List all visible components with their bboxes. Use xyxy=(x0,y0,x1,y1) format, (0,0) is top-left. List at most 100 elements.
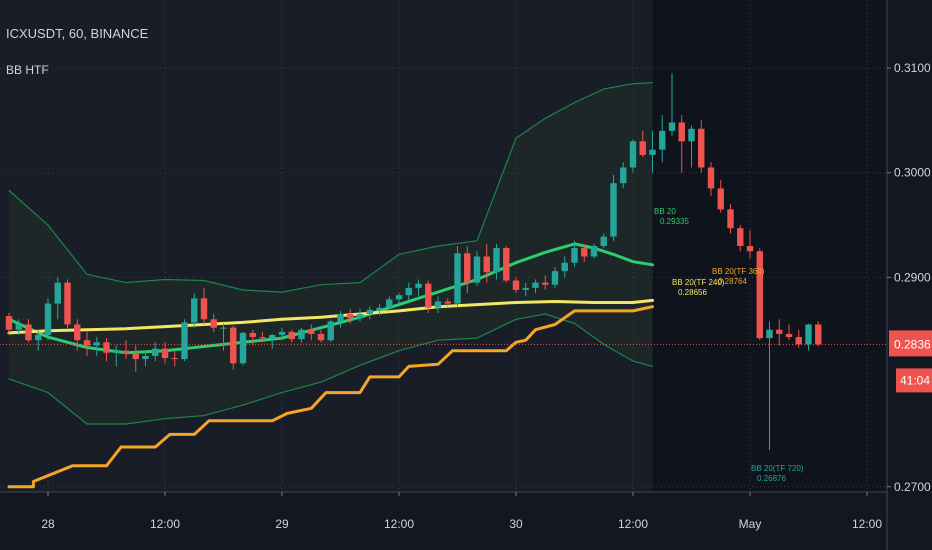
candle-body xyxy=(278,331,286,335)
time-tick-label: 12:00 xyxy=(852,517,882,531)
candle-body xyxy=(620,167,627,184)
candle-body xyxy=(152,348,159,356)
time-tick-label: 12:00 xyxy=(150,517,180,531)
candle-body xyxy=(425,283,432,308)
candle-body xyxy=(395,295,403,300)
indicator-label: BB 20(TF 720) xyxy=(751,464,804,473)
candle-body xyxy=(727,209,734,229)
candle-body xyxy=(571,248,578,263)
price-tick-label: 0.3000 xyxy=(894,166,931,180)
bb-band-fill xyxy=(9,82,653,424)
price-tick-label: 0.2700 xyxy=(894,480,931,494)
time-tick-label: 30 xyxy=(509,517,523,531)
candle-body xyxy=(464,253,471,283)
candle-body xyxy=(132,353,139,360)
candle-body xyxy=(551,271,559,285)
candle-body xyxy=(649,149,656,155)
indicator-value: 0.28656 xyxy=(678,288,707,297)
candle-body xyxy=(269,334,276,339)
candle-body xyxy=(776,329,783,334)
candle-body xyxy=(113,350,120,353)
band-fills xyxy=(0,0,887,492)
series-line xyxy=(8,82,654,293)
candle-body xyxy=(142,355,149,360)
candle-body xyxy=(327,321,334,341)
candle-body xyxy=(493,248,500,273)
time-tick-label: 12:00 xyxy=(618,517,648,531)
candle-body xyxy=(766,329,773,339)
candle-body xyxy=(83,340,91,346)
candle-body xyxy=(737,228,744,246)
candle-body xyxy=(600,236,607,246)
candle-body xyxy=(581,248,588,257)
candle-body xyxy=(239,332,247,364)
indicator-label: BB 20(TF 360) xyxy=(712,267,765,276)
time-tick-label: 28 xyxy=(41,517,55,531)
candle-body xyxy=(210,319,217,328)
candle-body xyxy=(688,128,695,142)
candle-body xyxy=(220,327,227,329)
candle-body xyxy=(785,333,793,338)
candle-body xyxy=(590,246,598,257)
last-price-badge xyxy=(889,330,932,357)
candle-body xyxy=(639,141,646,155)
candle-body xyxy=(103,342,110,353)
countdown-badge xyxy=(896,368,932,393)
candle-body xyxy=(259,337,266,339)
candle-body xyxy=(668,122,676,131)
candle-body xyxy=(678,122,685,142)
candle-body xyxy=(25,324,32,341)
price-axis[interactable]: 0.3100 0.3000 0.2900 0.2700 0.2836 41:04 xyxy=(886,0,932,550)
candle-body xyxy=(434,301,442,308)
candle-body xyxy=(717,188,724,210)
candle-body xyxy=(756,251,763,339)
candle-body xyxy=(230,327,237,364)
candle-body xyxy=(454,253,461,304)
candle-body xyxy=(35,334,42,341)
candle-body xyxy=(376,307,383,310)
series-line xyxy=(7,305,654,489)
candle-body xyxy=(317,333,325,341)
time-tick-label: 29 xyxy=(275,517,289,531)
price-tick-label: 0.2900 xyxy=(894,270,931,284)
price-tick-label: 0.3100 xyxy=(894,61,931,75)
symbol-title[interactable]: ICXUSDT, 60, BINANCE xyxy=(6,26,149,41)
candle-body xyxy=(522,287,529,290)
candle-body xyxy=(366,309,373,315)
candle-body xyxy=(473,256,481,283)
candle-body xyxy=(200,298,208,320)
candle-body xyxy=(415,283,422,288)
time-tick-label: May xyxy=(739,517,762,531)
candle-body xyxy=(629,141,637,168)
candle-body xyxy=(15,324,22,330)
candle-body xyxy=(356,314,364,319)
indicator-label: BB 20(TF 240) xyxy=(672,278,725,287)
indicator-value: 0.29335 xyxy=(660,217,689,226)
candle-body xyxy=(512,280,520,290)
candle-body xyxy=(54,282,61,304)
candle-body xyxy=(5,316,13,330)
last-price-label: 0.2836 xyxy=(894,337,931,351)
indicator-value: 0.26876 xyxy=(757,474,786,483)
candle-body xyxy=(815,324,822,345)
candlesticks xyxy=(5,73,822,451)
candle-body xyxy=(64,282,71,325)
candle-body xyxy=(249,332,256,338)
candle-body xyxy=(610,183,617,237)
candle-body xyxy=(746,246,754,252)
time-axis[interactable]: 28 12:00 29 12:00 30 12:00 May 12:00 xyxy=(0,491,887,531)
candle-body xyxy=(191,298,198,323)
candle-body xyxy=(171,358,178,360)
candle-body xyxy=(44,303,52,335)
candle-body xyxy=(698,128,705,168)
candle-body xyxy=(405,287,412,296)
candle-body xyxy=(308,329,315,334)
candle-body xyxy=(288,331,295,340)
countdown-label: 41:04 xyxy=(900,373,930,387)
candle-body xyxy=(347,314,354,319)
candle-body xyxy=(444,301,451,304)
candle-body xyxy=(386,299,393,308)
candle-body xyxy=(483,256,490,273)
indicator-name[interactable]: BB HTF xyxy=(6,63,49,77)
